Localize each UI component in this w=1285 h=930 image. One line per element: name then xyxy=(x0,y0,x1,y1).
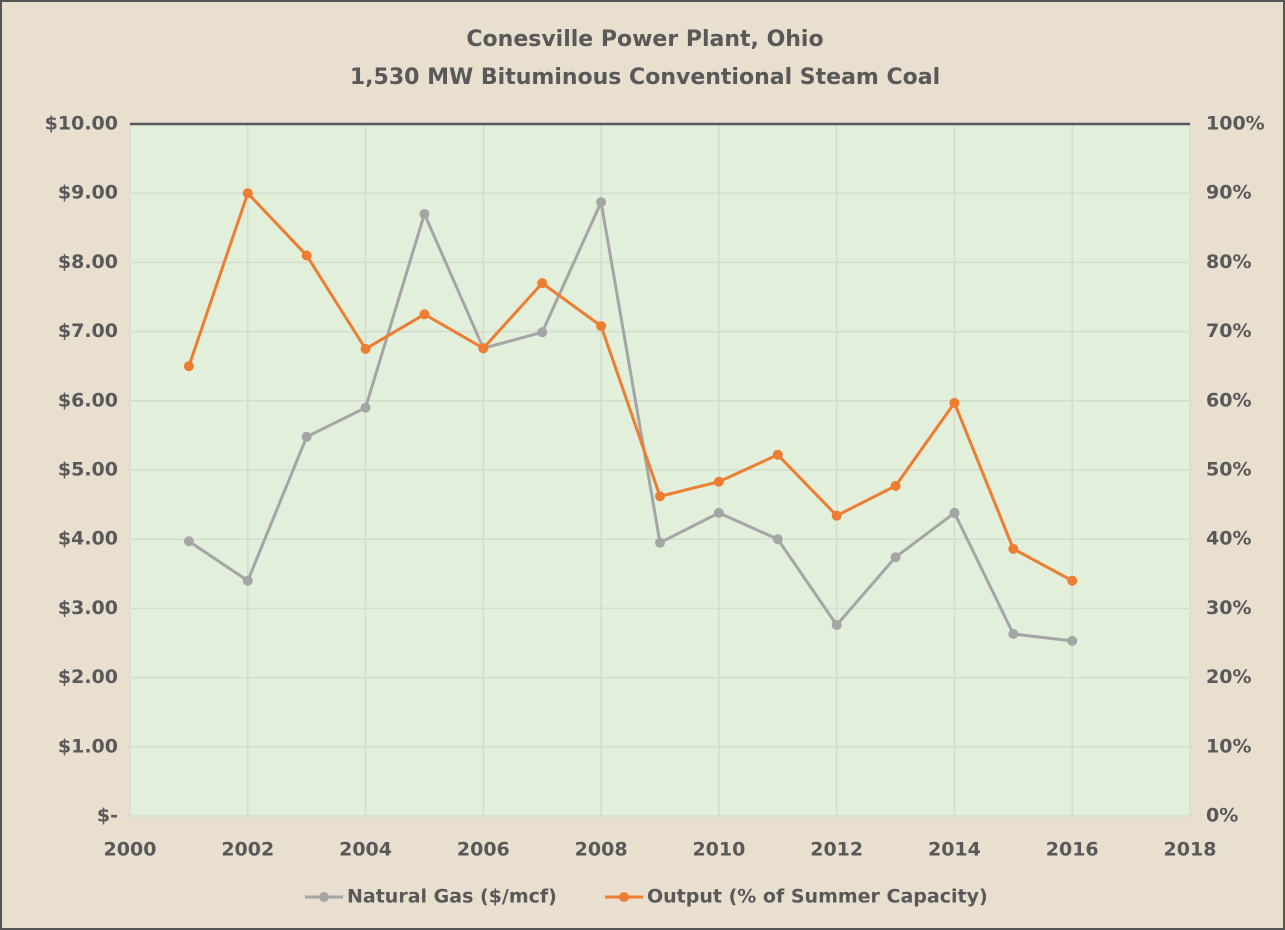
series-line xyxy=(188,197,1073,643)
y2-tick-label: 0% xyxy=(1206,805,1238,827)
data-point xyxy=(890,552,901,563)
y2-tick-label: 100% xyxy=(1206,113,1265,135)
data-point xyxy=(1008,543,1019,554)
y-tick-label: $9.00 xyxy=(58,182,118,204)
data-point xyxy=(890,480,901,491)
data-point xyxy=(596,321,607,332)
x-tick-label: 2010 xyxy=(692,839,745,861)
y2-tick-label: 90% xyxy=(1206,182,1251,204)
data-point xyxy=(713,507,724,518)
x-tick-label: 2006 xyxy=(457,839,510,861)
data-point xyxy=(831,620,842,631)
data-point xyxy=(1067,575,1078,586)
y2-tick-label: 40% xyxy=(1206,528,1251,550)
y-tick-label: $8.00 xyxy=(58,251,118,273)
y-tick-label: $7.00 xyxy=(58,320,118,342)
y-tick-label: $6.00 xyxy=(58,389,118,411)
legend-label: Output (% of Summer Capacity) xyxy=(647,886,988,908)
y2-tick-label: 50% xyxy=(1206,459,1251,481)
x-tick-label: 2018 xyxy=(1164,839,1217,861)
legend-marker xyxy=(619,892,629,902)
y2-tick-label: 20% xyxy=(1206,666,1251,688)
data-point xyxy=(831,510,842,521)
y-tick-label: $5.00 xyxy=(58,459,118,481)
data-point xyxy=(537,327,548,338)
y2-tick-label: 10% xyxy=(1206,735,1251,757)
data-point xyxy=(242,188,253,199)
legend-marker xyxy=(319,892,329,902)
data-point xyxy=(596,197,607,208)
data-point xyxy=(655,491,665,502)
x-tick-label: 2000 xyxy=(104,839,157,861)
y-tick-label: $1.00 xyxy=(58,735,118,757)
data-point xyxy=(655,537,665,548)
y2-tick-label: 30% xyxy=(1206,597,1251,619)
y-tick-label: $3.00 xyxy=(58,597,118,619)
data-point xyxy=(713,476,724,487)
x-tick-label: 2012 xyxy=(810,839,863,861)
data-point xyxy=(772,534,783,545)
x-tick-label: 2008 xyxy=(575,839,628,861)
y-tick-label: $10.00 xyxy=(45,113,118,135)
data-point xyxy=(183,361,194,372)
data-point xyxy=(301,431,312,442)
data-point xyxy=(419,208,430,219)
data-point xyxy=(1067,635,1078,646)
chart-subtitle: 1,530 MW Bituminous Conventional Steam C… xyxy=(350,65,940,90)
data-point xyxy=(478,343,489,354)
chart-title: Conesville Power Plant, Ohio xyxy=(466,27,823,52)
data-point xyxy=(949,507,960,518)
data-point xyxy=(242,575,253,586)
data-point xyxy=(301,250,312,261)
data-point xyxy=(1008,629,1019,640)
data-point xyxy=(183,536,194,547)
x-tick-label: 2002 xyxy=(221,839,274,861)
y2-tick-label: 80% xyxy=(1206,251,1251,273)
data-point xyxy=(537,278,548,289)
y-tick-label: $- xyxy=(97,805,118,827)
data-point xyxy=(772,449,783,460)
legend-label: Natural Gas ($/mcf) xyxy=(347,886,557,908)
y-tick-label: $4.00 xyxy=(58,528,118,550)
data-point xyxy=(419,309,430,320)
x-tick-label: 2016 xyxy=(1046,839,1099,861)
x-tick-label: 2014 xyxy=(928,839,981,861)
y2-tick-label: 70% xyxy=(1206,320,1251,342)
data-point xyxy=(360,402,371,413)
series-line xyxy=(187,190,1073,583)
y-tick-label: $2.00 xyxy=(58,666,118,688)
data-point xyxy=(360,343,371,354)
x-tick-label: 2004 xyxy=(339,839,392,861)
y2-tick-label: 60% xyxy=(1206,389,1251,411)
data-point xyxy=(949,397,960,408)
